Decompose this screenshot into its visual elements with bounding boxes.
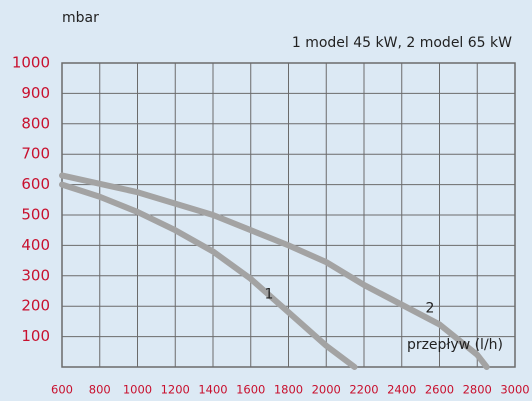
y-axis-label: mbar	[62, 10, 99, 26]
x-axis-label: przepływ (l/h)	[407, 337, 503, 353]
y-tick-label: 200	[21, 297, 50, 315]
y-tick-label: 300	[21, 266, 50, 284]
x-tick-label: 800	[89, 383, 111, 397]
y-tick-label: 600	[21, 175, 50, 193]
y-tick-label: 400	[21, 236, 50, 254]
y-tick-label: 100	[21, 327, 50, 345]
x-tick-label: 600	[51, 383, 73, 397]
x-tick-label: 1800	[274, 383, 303, 397]
series-label: 2	[426, 300, 435, 316]
x-tick-label: 2600	[425, 383, 454, 397]
x-tick-label: 3000	[500, 383, 529, 397]
subtitle: 1 model 45 kW, 2 model 65 kW	[292, 35, 512, 51]
x-tick-label: 2200	[349, 383, 378, 397]
x-tick-label: 2400	[387, 383, 416, 397]
x-tick-label: 1200	[161, 383, 190, 397]
y-tick-label: 1000	[12, 54, 50, 72]
y-tick-label: 900	[21, 84, 50, 102]
x-tick-label: 1000	[123, 383, 152, 397]
x-tick-label: 1400	[198, 383, 227, 397]
y-tick-label: 800	[21, 114, 50, 132]
series-label: 1	[265, 286, 274, 302]
x-tick-label: 2000	[312, 383, 341, 397]
x-tick-label: 2800	[463, 383, 492, 397]
series-line	[59, 172, 490, 370]
y-tick-label: 700	[21, 145, 50, 163]
series-line	[59, 181, 358, 370]
x-tick-label: 1600	[236, 383, 265, 397]
y-tick-label: 500	[21, 206, 50, 224]
